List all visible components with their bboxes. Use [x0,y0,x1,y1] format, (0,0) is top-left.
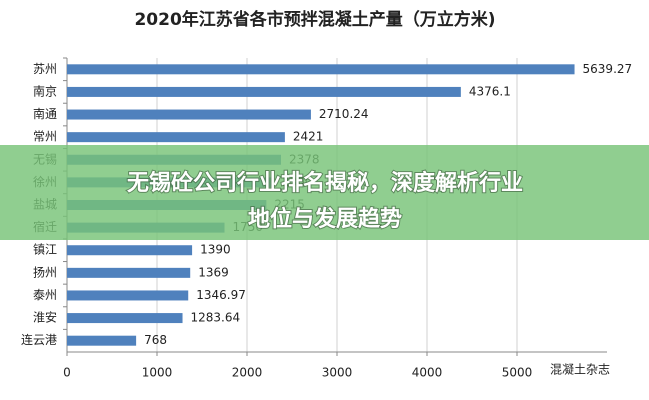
y-tick-label: 泰州 [33,288,57,302]
overlay-banner [0,145,649,240]
value-label: 768 [144,333,167,347]
x-tick-label: 5000 [502,366,533,380]
x-tick-label: 0 [63,366,71,380]
value-label: 2710.24 [319,107,369,121]
bar [67,245,193,256]
y-tick-label: 扬州 [33,264,57,279]
bar [67,313,183,324]
x-tick-label: 1000 [142,366,173,380]
y-tick-label: 淮安 [33,310,57,325]
bar [67,290,189,301]
bar [67,109,311,120]
bar [67,64,575,75]
value-label: 1390 [200,243,231,257]
y-tick-label: 常州 [33,130,57,144]
value-label: 5639.27 [583,62,633,76]
bar [67,267,191,278]
watermark: 混凝土杂志 [550,362,610,377]
y-tick-label: 镇江 [33,243,57,257]
value-label: 2421 [293,130,324,144]
y-tick-label: 苏州 [33,62,57,76]
y-tick-label: 连云港 [21,332,57,347]
overlay-title: 无锡砼公司行业排名揭秘，深度解析行业 [127,170,523,196]
x-tick-label: 4000 [412,366,443,380]
y-tick-label: 南通 [33,106,57,121]
bar [67,132,285,143]
overlay-title: 地位与发展趋势 [248,206,402,232]
value-label: 1283.64 [191,311,241,325]
bar [67,86,461,97]
y-tick-label: 南京 [33,83,57,98]
bar [67,335,137,346]
x-tick-label: 3000 [322,366,353,380]
value-label: 1369 [198,265,229,279]
value-label: 4376.1 [469,84,511,98]
chart-title: 2020年江苏省各市预拌混凝土产量（万立方米) [134,9,495,30]
x-tick-label: 2000 [232,366,263,380]
value-label: 1346.97 [196,288,246,302]
